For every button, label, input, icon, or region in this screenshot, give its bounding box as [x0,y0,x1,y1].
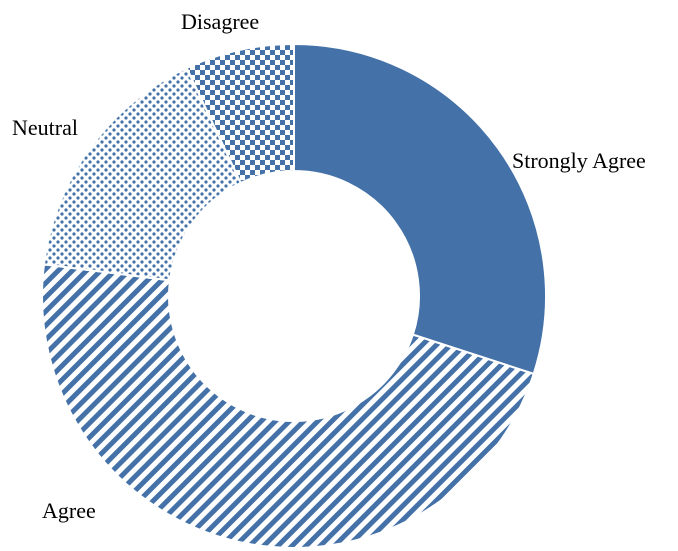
slice-disagree [185,42,295,185]
label-neutral: Neutral [12,115,78,140]
labels-layer: Strongly Agree Agree Neutral Disagree [12,9,646,523]
label-agree: Agree [42,498,96,523]
slice-agree [41,263,535,549]
slice-strongly-agree [293,42,547,376]
slices-layer [41,42,547,549]
label-disagree: Disagree [181,9,259,34]
slice-neutral [42,66,243,282]
label-strongly-agree: Strongly Agree [512,148,646,173]
